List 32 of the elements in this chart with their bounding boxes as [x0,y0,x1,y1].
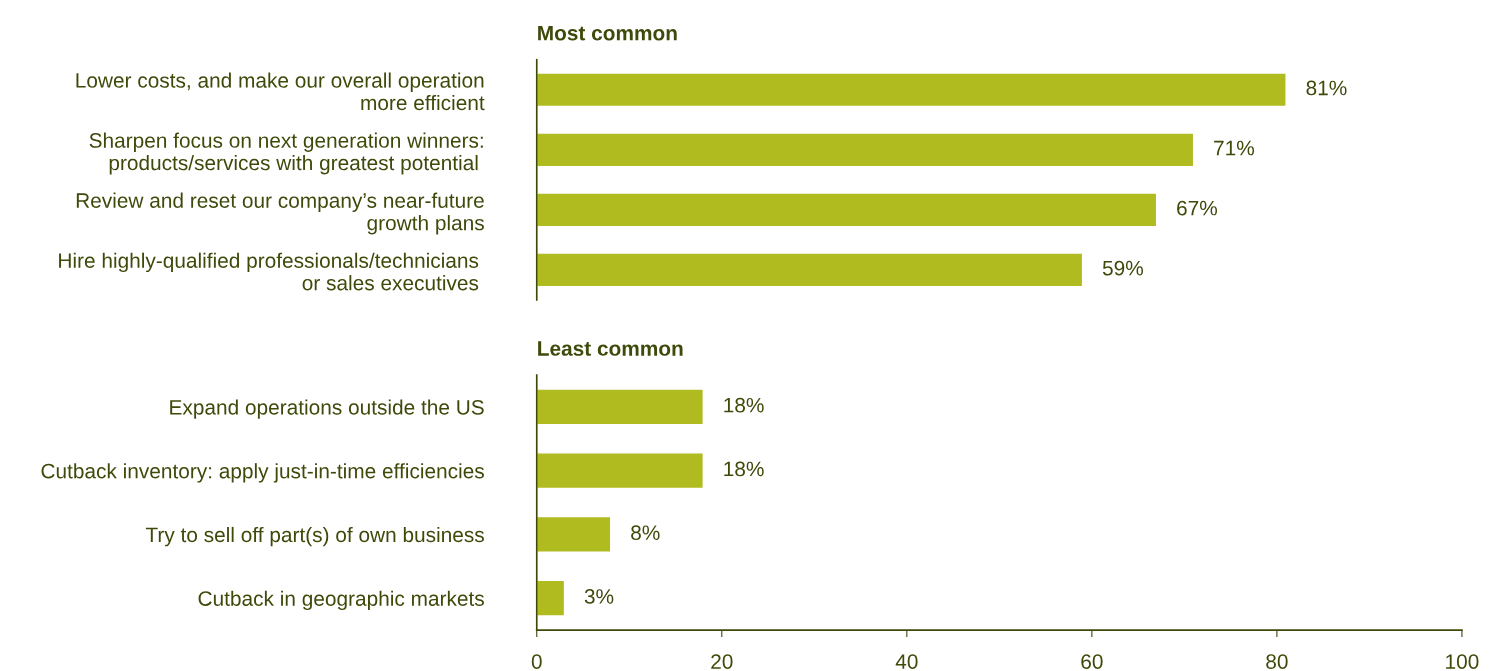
y-tick-label: Cutback inventory: apply just-in-time efficiencies [41,463,484,483]
y-tick-label: Cutback in geographic markets [198,590,484,611]
chart-title: Least common [538,341,683,356]
x-tick-label: 60 [1081,654,1103,669]
y-tick-label: Lower costs, and make our overall operation more efficient [76,72,485,111]
data-label: 18% [724,461,764,477]
y-tick-label: Hire highly-qualified professionals/technicians or sales executives [59,252,479,291]
data-label: 18% [724,397,764,413]
bar [536,192,1158,228]
x-tick-label: 20 [711,654,733,669]
x-tick-label: 40 [895,654,918,669]
x-tick-label: 100 [1446,654,1479,669]
data-label: 8% [631,525,660,541]
y-tick-label: Expand operations outside the US [170,399,484,419]
y-tick-label: Sharpen focus on next generation winners: products/services with greatest potential [89,132,483,175]
bar [536,388,704,426]
data-label: 81% [1306,80,1347,96]
bar [536,515,612,553]
bar [536,132,1195,168]
x-tick-label: 80 [1266,654,1288,669]
chart-title: Most common [538,25,677,41]
x-tick-label: 0 [531,654,542,669]
y-tick-label: Try to sell off part(s) of own business [145,526,484,547]
bar [536,579,566,617]
y-tick-label: Review and reset our company’s near-future growth plans [76,192,484,235]
bar [536,452,704,490]
data-label: 3% [584,589,614,604]
data-label: 67% [1177,200,1218,216]
bar [536,72,1287,108]
data-label: 59% [1102,260,1144,276]
bar [536,252,1084,288]
data-label: 71% [1214,140,1255,156]
